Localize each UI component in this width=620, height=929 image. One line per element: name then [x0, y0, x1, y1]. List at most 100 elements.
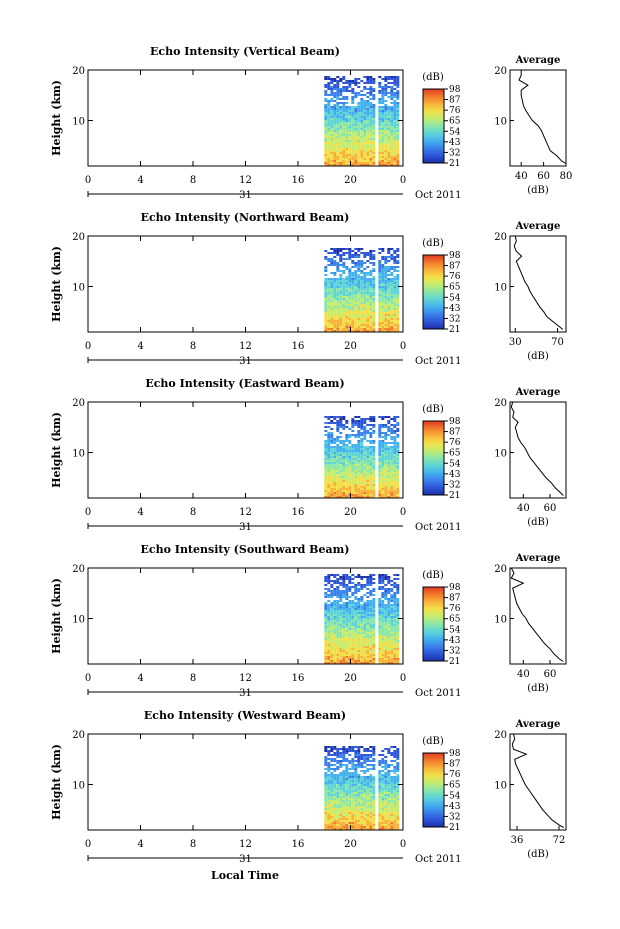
- heatmap-cell: [366, 760, 370, 762]
- heatmap-cell: [345, 624, 349, 626]
- heatmap-cell: [339, 114, 343, 116]
- heatmap-cell: [327, 616, 331, 618]
- heatmap-cell: [342, 654, 346, 656]
- heatmap-cell: [396, 658, 400, 660]
- heatmap-cell: [354, 94, 358, 96]
- x-tick-label: 4: [137, 673, 143, 684]
- heatmap-cell: [387, 644, 391, 646]
- heatmap-cell: [378, 622, 382, 624]
- profile-x-label: (dB): [527, 683, 549, 694]
- heatmap-cell: [363, 134, 367, 136]
- heatmap-cell: [384, 130, 388, 132]
- heatmap-cell: [324, 442, 328, 444]
- heatmap-cell: [324, 478, 328, 480]
- heatmap-cell: [342, 792, 346, 794]
- heatmap-cell: [381, 306, 385, 308]
- heatmap-cell: [336, 640, 340, 642]
- heatmap-cell: [393, 276, 397, 278]
- heatmap-cell: [366, 756, 370, 758]
- heatmap-cell: [360, 302, 364, 304]
- heatmap-cell: [363, 456, 367, 458]
- heatmap-cell: [339, 250, 343, 252]
- heatmap-cell: [372, 308, 376, 310]
- heatmap-cell: [378, 114, 382, 116]
- heatmap-cell: [369, 618, 373, 620]
- heatmap-cell: [378, 606, 382, 608]
- heatmap-cell: [384, 644, 388, 646]
- heatmap-cell: [363, 632, 367, 634]
- heatmap-cell: [396, 604, 400, 606]
- heatmap-cell: [333, 634, 337, 636]
- heatmap-cell: [387, 160, 391, 162]
- heatmap-cell: [351, 760, 355, 762]
- heatmap-cell: [363, 634, 367, 636]
- heatmap-cell: [354, 654, 358, 656]
- heatmap-cell: [330, 158, 334, 160]
- heatmap-cell: [369, 492, 373, 494]
- heatmap-cell: [393, 78, 397, 80]
- heatmap-cell: [354, 314, 358, 316]
- heatmap-cell: [357, 758, 361, 760]
- heatmap-cell: [360, 160, 364, 162]
- heatmap-cell: [354, 462, 358, 464]
- heatmap-cell: [345, 140, 349, 142]
- heatmap-cell: [348, 774, 352, 776]
- heatmap-cell: [336, 782, 340, 784]
- heatmap-cell: [342, 416, 346, 418]
- heatmap-cell: [381, 144, 385, 146]
- heatmap-cell: [393, 330, 397, 332]
- heatmap-cell: [387, 824, 391, 826]
- heatmap-cell: [336, 760, 340, 762]
- heatmap-cell: [348, 458, 352, 460]
- heatmap-cell: [396, 278, 400, 280]
- heatmap-cell: [390, 752, 394, 754]
- heatmap-cell: [360, 428, 364, 430]
- heatmap-cell: [324, 320, 328, 322]
- heatmap-cell: [342, 444, 346, 446]
- heatmap-cell: [348, 254, 352, 256]
- heatmap-cell: [384, 464, 388, 466]
- heatmap-cell: [378, 612, 382, 614]
- heatmap-cell: [348, 644, 352, 646]
- heatmap-cell: [345, 598, 349, 600]
- heatmap-cell: [348, 270, 352, 272]
- heatmap-cell: [396, 778, 400, 780]
- heatmap-cell: [396, 496, 400, 498]
- heatmap-cell: [360, 262, 364, 264]
- heatmap-cell: [396, 250, 400, 252]
- heatmap-cell: [369, 106, 373, 108]
- heatmap-cell: [327, 432, 331, 434]
- heatmap-cell: [384, 164, 388, 166]
- heatmap-cell: [390, 298, 394, 300]
- heatmap-cell: [369, 606, 373, 608]
- heatmap-cell: [330, 466, 334, 468]
- heatmap-cell: [360, 130, 364, 132]
- heatmap-cell: [384, 436, 388, 438]
- heatmap-cell: [330, 312, 334, 314]
- heatmap-cell: [336, 146, 340, 148]
- heatmap-cell: [369, 580, 373, 582]
- heatmap-cell: [381, 786, 385, 788]
- heatmap-cell: [345, 114, 349, 116]
- heatmap-cell: [369, 584, 373, 586]
- heatmap-cell: [372, 142, 376, 144]
- heatmap-cell: [339, 810, 343, 812]
- heatmap-cell: [333, 124, 337, 126]
- profile-line: [511, 733, 564, 828]
- heatmap-cell: [363, 642, 367, 644]
- heatmap-cell: [378, 648, 382, 650]
- heatmap-cell: [351, 630, 355, 632]
- heatmap-cell: [360, 652, 364, 654]
- heatmap-cell: [345, 482, 349, 484]
- heatmap-cell: [348, 288, 352, 290]
- heatmap-cell: [393, 652, 397, 654]
- heatmap-cell: [339, 314, 343, 316]
- heatmap-cell: [348, 160, 352, 162]
- heatmap-cell: [324, 152, 328, 154]
- heatmap-cell: [336, 450, 340, 452]
- heatmap-cell: [363, 824, 367, 826]
- heatmap-cell: [372, 608, 376, 610]
- heatmap-cell: [393, 658, 397, 660]
- heatmap-cell: [351, 746, 355, 748]
- heatmap-cell: [381, 298, 385, 300]
